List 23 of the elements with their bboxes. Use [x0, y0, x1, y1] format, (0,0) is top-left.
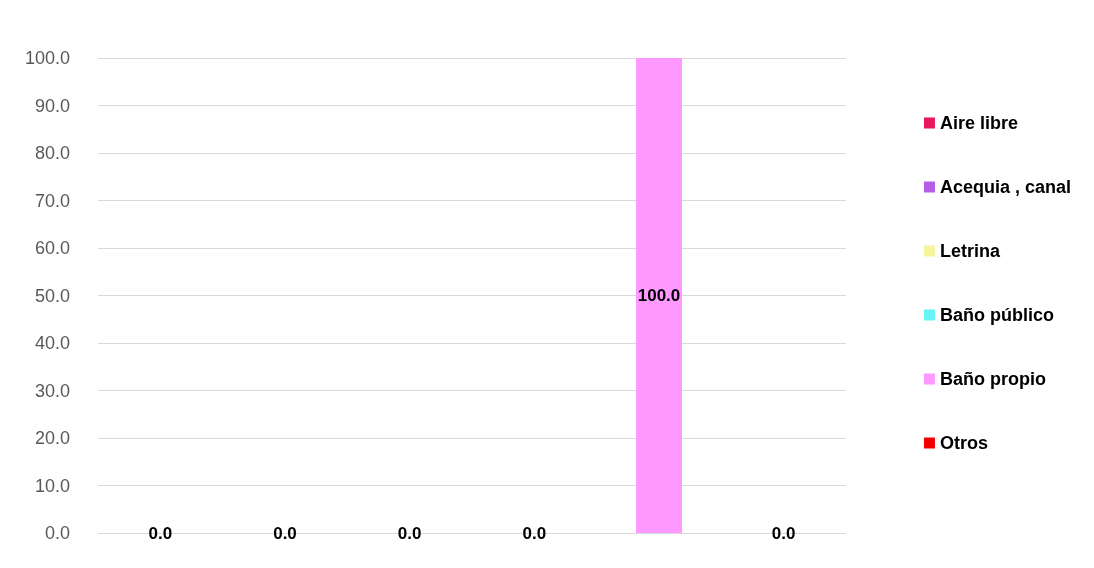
y-tick-label: 20.0 [34, 428, 70, 448]
y-tick-label: 60.0 [34, 238, 70, 258]
data-label: 0.0 [771, 523, 796, 543]
y-tick-label: 30.0 [34, 380, 70, 401]
y-tick-label: 90.0 [34, 95, 70, 116]
legend-label: Letrina [939, 241, 1001, 261]
y-tick-label: 10.0 [34, 475, 70, 496]
legend-label: Acequia , canal [939, 177, 1072, 197]
y-tick-label: 80.0 [34, 143, 70, 163]
y-tick-label: 0.0 [44, 523, 70, 543]
legend-label: Baño propio [939, 369, 1046, 389]
data-label: 0.0 [397, 523, 422, 543]
y-tick-label: 100.0 [24, 48, 70, 68]
data-label: 0.0 [522, 523, 547, 543]
y-tick-label: 50.0 [34, 285, 70, 306]
data-label: 0.0 [273, 523, 297, 543]
y-tick-label: 70.0 [34, 190, 70, 211]
legend-label: Otros [939, 433, 988, 453]
legend-label: Aire libre [939, 113, 1018, 133]
data-label: 0.0 [148, 523, 173, 543]
data-label: 100.0 [637, 286, 681, 305]
y-tick-label: 40.0 [34, 333, 70, 353]
legend-label: Baño público [939, 305, 1054, 325]
